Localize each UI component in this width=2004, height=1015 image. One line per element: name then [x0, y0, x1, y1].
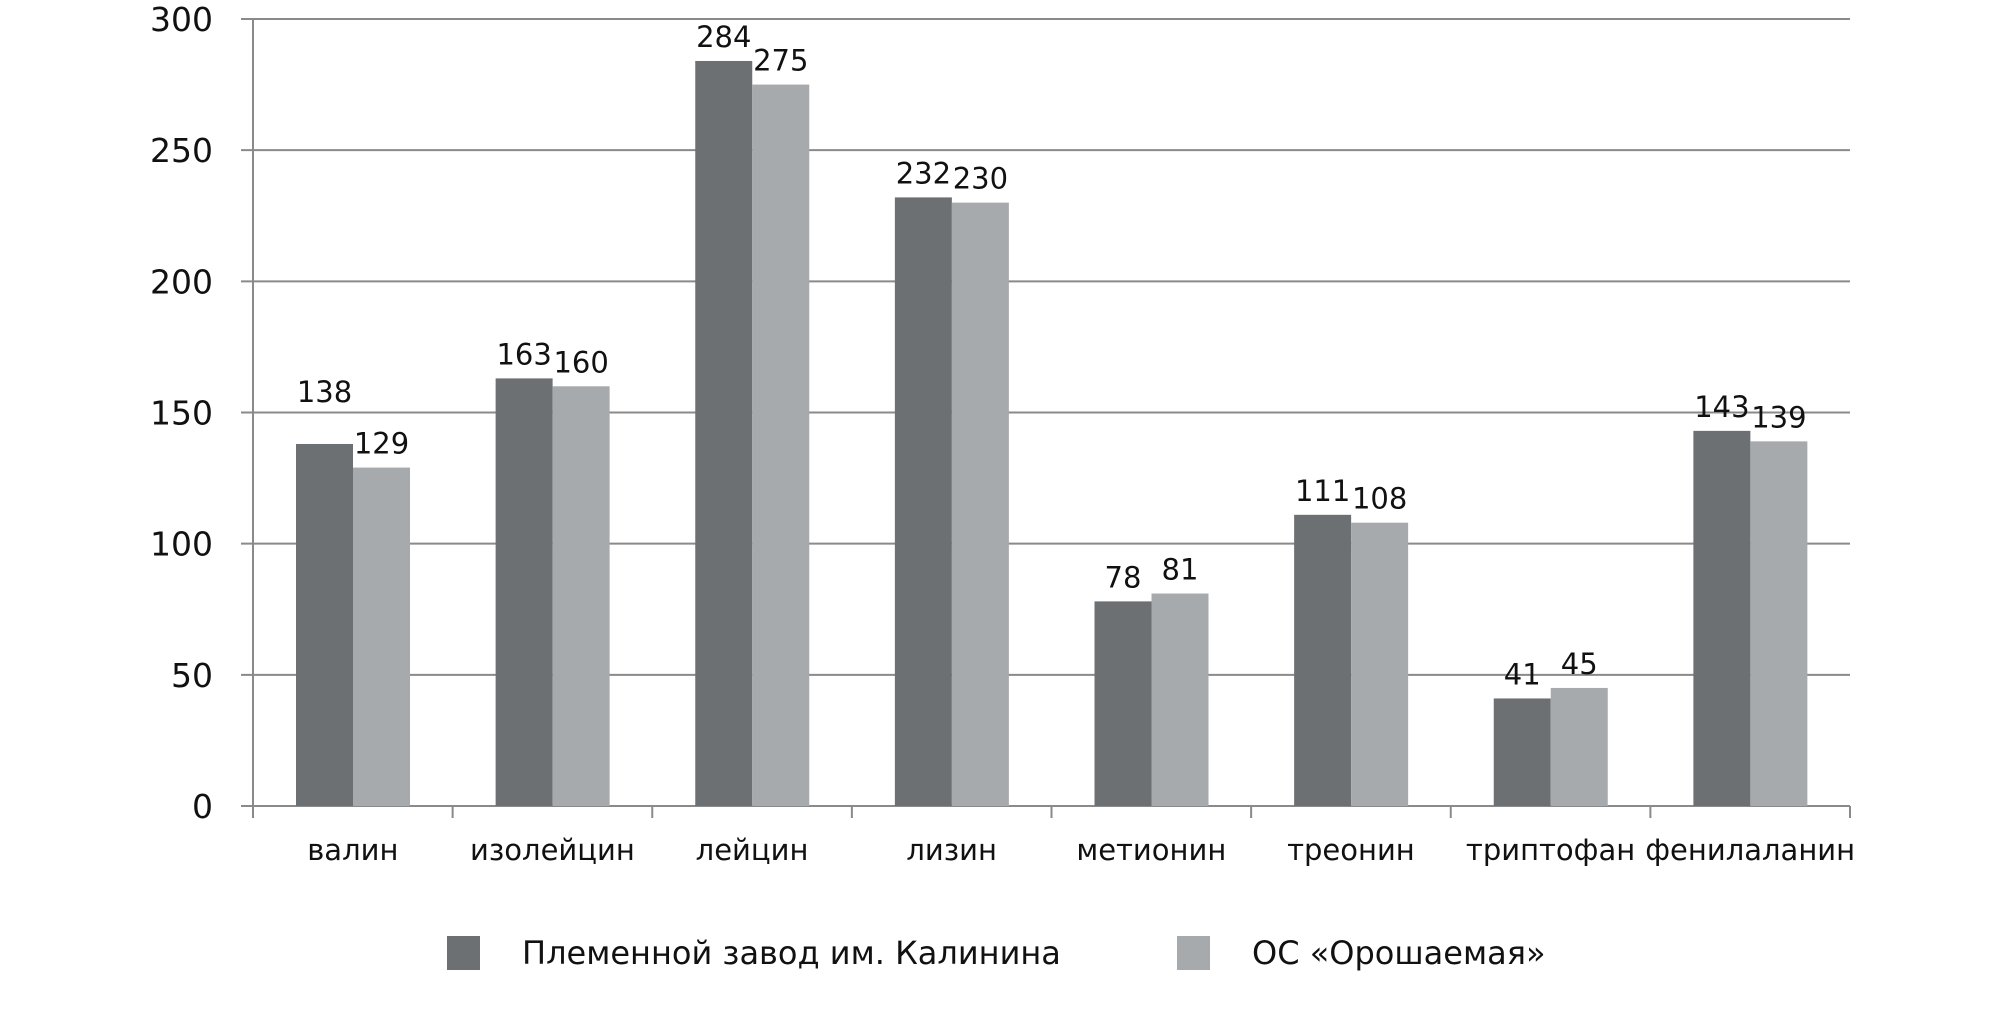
y-tick-label: 150	[150, 394, 213, 433]
x-tick-label: треонин	[1287, 833, 1415, 867]
data-label: 129	[354, 427, 409, 461]
x-tick-label: валин	[307, 833, 398, 867]
bar-1	[495, 378, 553, 806]
y-tick-label: 100	[150, 525, 213, 564]
bar-2	[1351, 522, 1409, 806]
y-tick-label: 300	[150, 0, 213, 39]
bar-2	[552, 386, 610, 806]
y-tick-label: 200	[150, 262, 213, 301]
legend-swatch	[1177, 936, 1210, 970]
data-label: 78	[1105, 560, 1142, 594]
bar-2	[353, 467, 410, 806]
bar-1	[894, 197, 952, 807]
data-label: 275	[753, 44, 808, 78]
legend-label: ОС «Орошаемая»	[1252, 934, 1546, 972]
x-tick-label: фенилаланин	[1645, 833, 1855, 867]
data-label: 230	[953, 162, 1008, 196]
y-tick-label: 50	[171, 656, 213, 695]
x-tick-label: лейцин	[696, 833, 809, 867]
bar-2	[1550, 687, 1608, 806]
bar-1	[296, 443, 353, 806]
data-label: 45	[1561, 647, 1598, 681]
bar-2	[1151, 593, 1209, 806]
bar-1	[1094, 601, 1152, 806]
data-label: 232	[896, 156, 951, 190]
data-label: 111	[1295, 474, 1350, 508]
legend-label: Племенной завод им. Калинина	[522, 934, 1061, 972]
data-label: 81	[1162, 553, 1199, 587]
data-label: 108	[1352, 482, 1407, 516]
bar-2	[752, 84, 810, 807]
data-label: 284	[696, 20, 751, 54]
data-label: 138	[297, 375, 352, 409]
data-label: 139	[1751, 400, 1806, 434]
bar-1	[1493, 698, 1551, 806]
bar-1	[695, 60, 753, 807]
bar-2	[1750, 441, 1808, 806]
y-tick-label: 250	[150, 131, 213, 170]
bar-1	[1693, 430, 1751, 806]
data-label: 160	[553, 345, 608, 379]
y-tick-label: 0	[192, 787, 213, 826]
legend-swatch	[447, 936, 480, 970]
data-label: 41	[1504, 657, 1541, 691]
x-tick-label: метионин	[1076, 833, 1226, 867]
data-label: 163	[496, 337, 551, 371]
data-label: 143	[1694, 390, 1749, 424]
x-tick-label: лизин	[906, 833, 997, 867]
x-tick-label: изолейцин	[470, 833, 635, 867]
bar-2	[951, 202, 1009, 807]
x-tick-label: триптофан	[1466, 833, 1635, 867]
bar-1	[1294, 514, 1352, 806]
